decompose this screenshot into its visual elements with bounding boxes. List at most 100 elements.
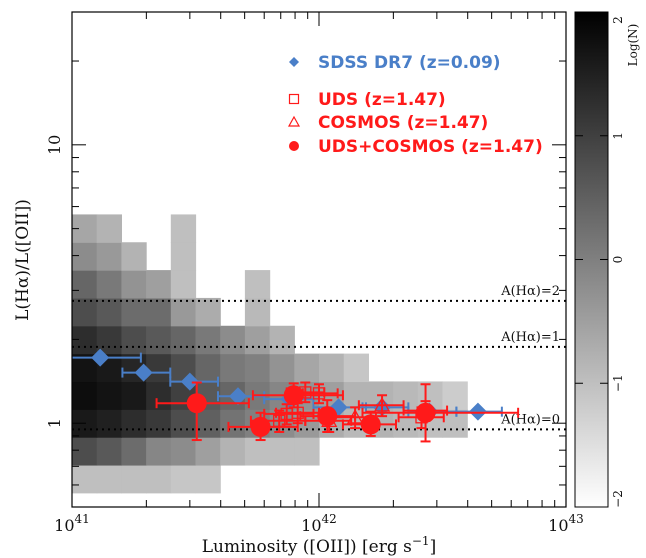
density-cell [121,381,147,410]
density-cell [121,409,147,438]
colorbar-ticks: −2 −1 0 1 2 [575,11,625,508]
density-cell [72,297,98,327]
data-point [180,372,199,391]
density-grid [72,214,468,494]
legend-marker [289,57,299,67]
data-point [134,363,153,382]
legend-marker [287,115,301,127]
legend-label: COSMOS (z=1.47) [318,113,488,133]
legend-marker [289,141,299,151]
density-cell [96,297,122,327]
density-cell [343,353,369,383]
density-cell [96,437,122,466]
density-cell [220,325,246,355]
data-point [317,406,338,427]
density-cell [121,325,147,355]
density-cell [195,409,221,438]
density-cell [244,353,271,383]
density-cell [121,437,147,466]
density-cell [146,409,172,438]
legend-label: UDS (z=1.47) [318,90,446,110]
x-tick-label: 1043 [548,512,584,535]
density-cell [146,297,172,327]
y-axis-label: L(Hα)/L([OII]) [13,199,33,321]
density-cell [146,270,172,299]
density-cell [96,409,122,438]
density-cell [244,325,271,355]
x-tick-labels: 1041 1042 1043 [54,512,584,535]
legend-marker [288,93,300,105]
x-axis-label: Luminosity ([OII]) [erg s−1] [202,534,436,557]
density-cell [442,381,468,410]
axis-ticks [71,11,567,508]
colorbar-tick-label: −2 [611,490,625,508]
density-cell [294,437,320,466]
data-series [72,348,520,443]
colorbar-tick-label: −1 [611,374,625,392]
data-point [91,348,110,367]
density-cell [96,270,122,299]
density-cell [269,353,295,383]
density-cell [220,437,246,466]
data-point [312,387,326,400]
density-cell [146,464,172,494]
density-cell [170,437,197,466]
density-cell [220,353,246,383]
density-cell [121,297,147,327]
density-cell [269,325,295,355]
colorbar-tick-label: 0 [611,256,625,264]
density-cell [146,437,172,466]
density-cell [170,214,197,243]
data-point [360,414,381,435]
density-cell [170,297,197,327]
x-tick-label: 1042 [301,512,337,535]
data-point [250,416,271,437]
density-cell [96,242,122,271]
data-point [229,387,248,406]
density-cell [72,325,98,355]
data-point [283,385,304,406]
data-point [415,402,436,423]
density-cell [195,437,221,466]
density-cell [393,409,419,438]
series-filled-circle [155,381,520,443]
density-cell [195,297,221,327]
density-cell [121,242,147,271]
density-cell [319,353,345,383]
legend: SDSS DR7 (z=0.09) UDS (z=1.47) COSMOS (z=1… [287,53,543,157]
density-cell [170,270,197,299]
density-cell [72,270,98,299]
data-point [186,393,207,414]
density-cell [72,437,98,466]
colorbar-tick-label: 1 [611,132,625,140]
y-tick-labels: 1 10 [45,135,64,429]
density-cell [170,325,197,355]
density-cell [195,325,221,355]
density-cell [220,409,246,438]
density-cell [96,381,122,410]
y-tick-label: 10 [45,135,64,155]
density-cell [146,353,172,383]
reference-lines: A(Hα)=2 A(Hα)=1 A(Hα)=0 [72,284,566,431]
colorbar-tick-label: 2 [611,16,625,24]
density-cell [96,464,122,494]
legend-label: UDS+COSMOS (z=1.47) [318,137,543,157]
data-point [373,396,391,412]
density-cell [294,353,320,383]
density-cell [96,214,122,243]
density-cell [72,242,98,271]
density-cell [170,242,197,271]
legend-label: SDSS DR7 (z=0.09) [318,53,501,73]
density-cell [121,464,147,494]
density-cell [72,381,98,410]
density-cell [244,270,271,299]
reference-line-label: A(Hα)=0 [500,412,560,427]
density-cell [195,464,221,494]
density-cell [170,409,197,438]
reference-line-label: A(Hα)=2 [500,284,560,299]
density-cell [244,437,271,466]
reference-line-label: A(Hα)=1 [500,330,560,345]
density-cell [170,464,197,494]
density-cell [269,437,295,466]
